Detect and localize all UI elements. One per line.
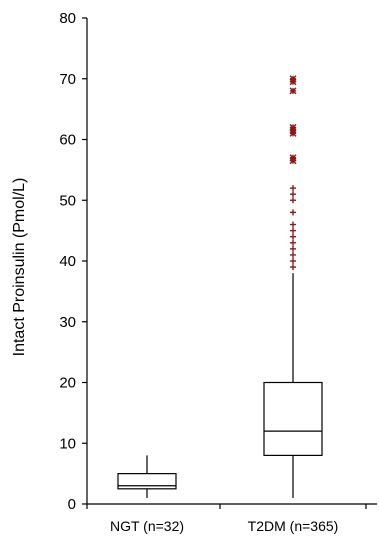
outlier-point xyxy=(289,154,297,162)
y-axis-title: Intact Proinsulin (Pmol/L) xyxy=(11,178,28,357)
box-group xyxy=(263,75,323,498)
outlier-point xyxy=(290,245,296,252)
outlier-point xyxy=(290,191,296,198)
outlier-point xyxy=(290,185,296,192)
x-axis-labels: NGT (n=32) T2DM (n=365) xyxy=(110,518,338,534)
outlier-point xyxy=(290,264,296,271)
y-tick-label: 80 xyxy=(59,10,76,27)
outlier-d2 xyxy=(289,75,297,83)
axes xyxy=(86,18,377,509)
outlier-point xyxy=(289,123,297,131)
outlier-point xyxy=(289,75,297,83)
outlier-point xyxy=(290,209,296,216)
y-tick-label: 60 xyxy=(59,132,76,149)
box xyxy=(263,381,323,457)
y-tick-label: 0 xyxy=(68,496,76,513)
x-category-label: T2DM (n=365) xyxy=(248,518,339,534)
y-tick-label: 70 xyxy=(59,71,76,88)
outlier-point xyxy=(290,239,296,246)
boxes xyxy=(117,75,323,498)
y-tick-label: 40 xyxy=(59,253,76,270)
outlier-point xyxy=(290,251,296,258)
y-axis-ticks: 0 10 20 30 40 50 60 70 80 xyxy=(59,10,87,513)
y-tick-label: 10 xyxy=(59,435,76,452)
outlier-d2 xyxy=(289,87,297,95)
box-group xyxy=(117,455,177,498)
outlier-point xyxy=(290,258,296,264)
x-category-label: NGT (n=32) xyxy=(110,518,184,534)
outlier-d2 xyxy=(289,154,297,162)
y-tick-label: 20 xyxy=(59,375,76,392)
outlier-point xyxy=(290,227,296,234)
outlier-d2 xyxy=(289,123,297,131)
outlier-point xyxy=(290,221,296,228)
box xyxy=(117,473,177,490)
outlier-point xyxy=(289,87,297,95)
outlier-point xyxy=(290,197,296,204)
y-tick-label: 50 xyxy=(59,192,76,209)
y-tick-label: 30 xyxy=(59,314,76,331)
outlier-point xyxy=(290,233,296,240)
